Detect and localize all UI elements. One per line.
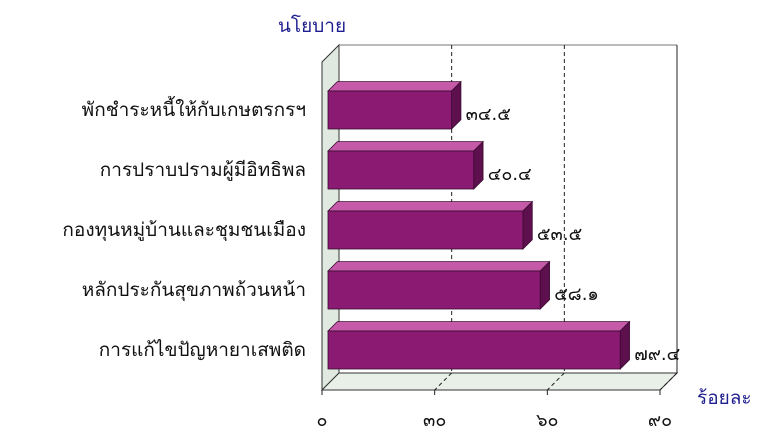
bar: [327, 330, 621, 370]
data-label: ๕๓.๕: [537, 224, 582, 245]
category-label: หลักประกันสุขภาพถ้วนหน้า: [82, 279, 306, 302]
bar-top: [327, 261, 551, 272]
floor: [320, 372, 679, 391]
bar: [327, 90, 452, 130]
bar: [327, 210, 524, 250]
data-label: ๔๐.๔: [488, 164, 532, 185]
bar-top: [327, 141, 485, 152]
bar-group: [327, 260, 551, 310]
value-axis-title: ร้อยละ: [697, 387, 752, 409]
bar-group: [327, 200, 534, 250]
bar-top: [327, 201, 534, 212]
data-label: ๗๙.๔: [634, 344, 680, 365]
bar-group: [327, 80, 462, 130]
bar-top: [327, 321, 631, 332]
bar: [327, 150, 475, 190]
bar: [327, 270, 541, 310]
category-label: การปราบปรามผู้มีอิทธิพล: [100, 159, 306, 181]
category-axis-title: นโยบาย: [278, 14, 346, 37]
tick-label-30: ๓๐: [423, 410, 446, 431]
tick-label-0: ๐: [317, 410, 328, 431]
category-label: การแก้ไขปัญหายาเสพติด: [99, 339, 306, 361]
bar-group: [327, 320, 631, 370]
data-label: ๕๘.๑: [554, 284, 599, 305]
data-label: ๓๔.๕: [466, 104, 511, 125]
tick-label-90: ๙๐: [648, 410, 672, 431]
bar-top: [327, 81, 462, 92]
bars: [327, 80, 631, 370]
category-label: กองทุนหมู่บ้านและชุมชนเมือง: [62, 219, 306, 242]
bar-group: [327, 140, 485, 190]
tick-label-60: ๖๐: [536, 410, 558, 431]
labels: นโยบาย ร้อยละ ๐ ๓๐ ๖๐ ๙๐ ๓๔.๕ พักชำระหนี้ให้ก…: [62, 14, 751, 431]
category-label: พักชำระหนี้ให้กับเกษตรกรฯ: [82, 96, 306, 121]
